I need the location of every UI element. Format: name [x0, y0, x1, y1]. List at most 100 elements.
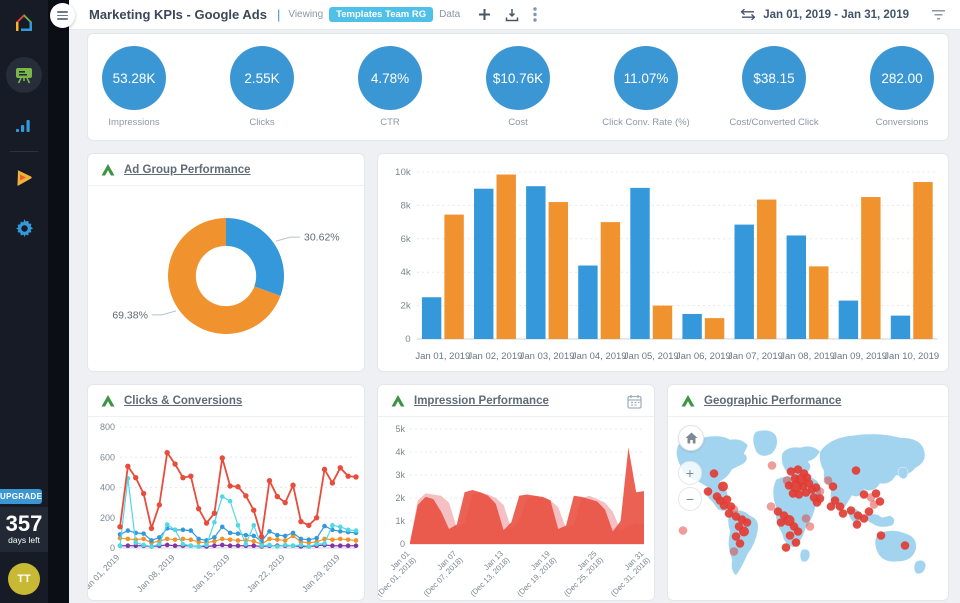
kpi-label: CTR: [380, 117, 400, 128]
svg-text:2k: 2k: [400, 301, 410, 312]
svg-text:0: 0: [400, 539, 405, 549]
filter-icon: [932, 9, 945, 19]
sidebar-item-media[interactable]: [6, 160, 42, 196]
card-title[interactable]: Ad Group Performance: [124, 164, 251, 176]
adwords-logo-icon: [101, 395, 115, 407]
hamburger-icon: [57, 11, 68, 20]
svg-text:600: 600: [100, 452, 115, 462]
svg-text:Jan 19(Dec 19, 2018): Jan 19(Dec 19, 2018): [509, 549, 558, 598]
svg-text:1k: 1k: [395, 516, 405, 526]
compare-dates-button[interactable]: [741, 9, 756, 20]
kpi-circle[interactable]: 2.55K: [230, 46, 294, 110]
continents: [676, 429, 927, 576]
add-widget-button[interactable]: [478, 8, 491, 21]
kpi-cost: $10.76K Cost: [472, 46, 564, 128]
kebab-menu-icon: [533, 7, 537, 22]
svg-text:400: 400: [100, 483, 115, 493]
download-icon: [505, 8, 519, 21]
donut-chart[interactable]: 30.62% 69.38%: [88, 186, 364, 366]
kpi-cost-converted-click: $38.15 Cost/Converted Click: [728, 46, 820, 128]
sidebar-item-dashboards[interactable]: [6, 57, 42, 93]
adwords-logo-icon: [101, 164, 115, 176]
team-chip[interactable]: Templates Team RG: [329, 7, 434, 22]
dashboard-content: 53.28K Impressions 2.55K Clicks 4.78% CT…: [69, 30, 960, 603]
logo-home-icon: [16, 14, 32, 31]
line-chart[interactable]: 0 200 400 600 800 Jan 01, 2019 Jan 08, 2019 Jan…: [88, 417, 364, 600]
svg-text:10k: 10k: [395, 167, 411, 178]
svg-text:800: 800: [100, 422, 115, 432]
svg-text:Jan 01, 2019: Jan 01, 2019: [415, 350, 470, 361]
area-chart[interactable]: 0 1k 2k 3k 4k 5k Jan 01(Dec 01, 2018) Jan 07(De…: [378, 417, 654, 600]
svg-text:Jan 01(Dec 01, 2018): Jan 01(Dec 01, 2018): [378, 549, 418, 598]
card-title[interactable]: Impression Performance: [414, 395, 549, 407]
kpi-circle[interactable]: 282.00: [870, 46, 934, 110]
gear-icon: [15, 218, 33, 237]
filter-button[interactable]: [931, 9, 946, 20]
card-title[interactable]: Clicks & Conversions: [124, 395, 243, 407]
kpi-circle[interactable]: $38.15: [742, 46, 806, 110]
svg-text:Jan 13(Dec 13, 2018): Jan 13(Dec 13, 2018): [462, 549, 511, 598]
svg-text:Jan 15, 2019: Jan 15, 2019: [190, 552, 232, 594]
world-map[interactable]: [668, 417, 948, 600]
home-icon: [685, 432, 697, 444]
presentation-board-icon: [16, 68, 32, 84]
sidebar-divider: [10, 151, 38, 152]
svg-text:Jan 01, 2019: Jan 01, 2019: [88, 552, 122, 594]
kpi-circle[interactable]: 11.07%: [614, 46, 678, 110]
svg-text:Jan 08, 2019: Jan 08, 2019: [780, 350, 835, 361]
collapse-menu-button[interactable]: [50, 3, 75, 28]
svg-text:Jan 03, 2019: Jan 03, 2019: [520, 350, 575, 361]
calendar-icon[interactable]: [627, 394, 642, 409]
export-button[interactable]: [505, 8, 519, 22]
data-label: Data: [439, 9, 461, 20]
svg-text:Jan 09, 2019: Jan 09, 2019: [832, 350, 887, 361]
date-range-picker[interactable]: Jan 01, 2019 - Jan 31, 2019: [763, 8, 909, 21]
svg-text:Jan 07, 2019: Jan 07, 2019: [728, 350, 783, 361]
kpi-circle[interactable]: $10.76K: [486, 46, 550, 110]
kpi-summary-card: 53.28K Impressions 2.55K Clicks 4.78% CT…: [87, 33, 949, 141]
adwords-logo-icon: [391, 395, 405, 407]
daily-bar-chart-card: 0 2k 4k 6k 8k 10k Jan 01, 2019 Jan 02, 2019 Jan …: [377, 153, 949, 372]
kpi-clicks: 2.55K Clicks: [216, 46, 308, 128]
user-avatar[interactable]: TT: [8, 563, 40, 595]
svg-text:30.62%: 30.62%: [304, 232, 340, 244]
svg-text:4k: 4k: [395, 447, 405, 457]
map-zoom-out-button[interactable]: −: [678, 487, 702, 511]
svg-text:4k: 4k: [400, 267, 410, 278]
trial-days-box: 357 days left: [0, 507, 48, 553]
more-options-button[interactable]: [533, 7, 537, 22]
kpi-impressions: 53.28K Impressions: [88, 46, 180, 128]
sidebar-item-settings[interactable]: [6, 210, 42, 246]
card-title[interactable]: Geographic Performance: [704, 395, 842, 407]
sidebar-secondary-rail: [48, 0, 69, 603]
svg-text:Jan 04, 2019: Jan 04, 2019: [572, 350, 627, 361]
title-separator: |: [276, 7, 281, 22]
svg-text:Jan 02, 2019: Jan 02, 2019: [468, 350, 523, 361]
kpi-circle[interactable]: 53.28K: [102, 46, 166, 110]
svg-text:6k: 6k: [400, 234, 410, 245]
svg-text:Jan 08, 2019: Jan 08, 2019: [135, 552, 177, 594]
svg-text:0: 0: [405, 334, 410, 345]
kpi-circle[interactable]: 4.78%: [358, 46, 422, 110]
kpi-label: Impressions: [108, 117, 160, 128]
map-zoom-in-button[interactable]: +: [678, 461, 702, 485]
viewing-label: Viewing: [288, 9, 324, 20]
swap-arrows-icon: [741, 9, 756, 20]
kpi-label: Cost/Converted Click: [729, 117, 819, 128]
upgrade-button[interactable]: UPGRADE: [0, 489, 42, 504]
svg-text:Jan 05, 2019: Jan 05, 2019: [624, 350, 679, 361]
kpi-label: Click Conv. Rate (%): [602, 117, 690, 128]
svg-text:200: 200: [100, 513, 115, 523]
main-area: Marketing KPIs - Google Ads | Viewing Te…: [69, 0, 960, 603]
topbar: Marketing KPIs - Google Ads | Viewing Te…: [69, 0, 960, 30]
ad-group-performance-card: Ad Group Performance 30.62% 69.38%: [87, 153, 365, 372]
svg-text:69.38%: 69.38%: [112, 309, 148, 321]
map-home-button[interactable]: [678, 425, 704, 451]
sidebar: UPGRADE 357 days left TT: [0, 0, 48, 603]
app-logo-icon[interactable]: [6, 5, 42, 41]
svg-text:Jan 22, 2019: Jan 22, 2019: [245, 552, 287, 594]
sidebar-item-reports[interactable]: [6, 107, 42, 143]
svg-text:Jan 29, 2019: Jan 29, 2019: [300, 552, 342, 594]
